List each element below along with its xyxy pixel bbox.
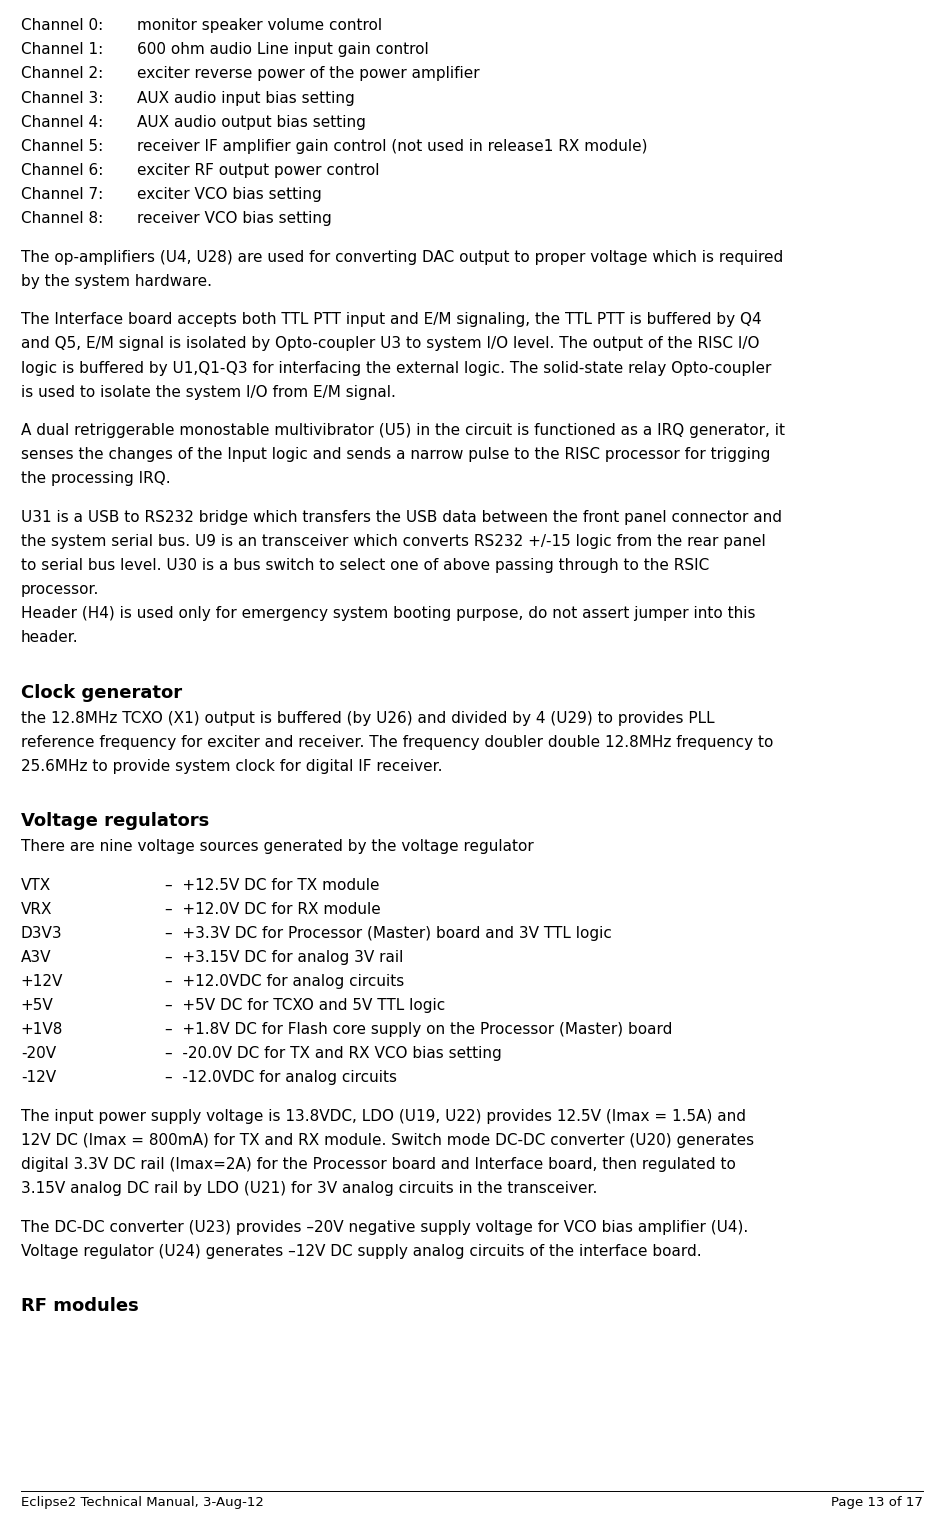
Text: reference frequency for exciter and receiver. The frequency doubler double 12.8M: reference frequency for exciter and rece… — [21, 735, 773, 750]
Text: A3V: A3V — [21, 950, 51, 965]
Text: exciter RF output power control: exciter RF output power control — [137, 163, 379, 178]
Text: 25.6MHz to provide system clock for digital IF receiver.: 25.6MHz to provide system clock for digi… — [21, 759, 443, 773]
Text: Channel 3:: Channel 3: — [21, 90, 103, 105]
Text: –  +12.0VDC for analog circuits: – +12.0VDC for analog circuits — [165, 974, 404, 990]
Text: The input power supply voltage is 13.8VDC, LDO (U19, U22) provides 12.5V (Imax =: The input power supply voltage is 13.8VD… — [21, 1109, 746, 1124]
Text: Voltage regulators: Voltage regulators — [21, 811, 209, 830]
Text: by the system hardware.: by the system hardware. — [21, 274, 211, 288]
Text: +1V8: +1V8 — [21, 1022, 63, 1037]
Text: Clock generator: Clock generator — [21, 683, 182, 702]
Text: receiver IF amplifier gain control (not used in release1 RX module): receiver IF amplifier gain control (not … — [137, 139, 648, 154]
Text: D3V3: D3V3 — [21, 926, 62, 941]
Text: Channel 5:: Channel 5: — [21, 139, 103, 154]
Text: -12V: -12V — [21, 1071, 56, 1086]
Text: senses the changes of the Input logic and sends a narrow pulse to the RISC proce: senses the changes of the Input logic an… — [21, 447, 770, 462]
Text: The Interface board accepts both TTL PTT input and E/M signaling, the TTL PTT is: The Interface board accepts both TTL PTT… — [21, 313, 762, 328]
Text: The DC-DC converter (U23) provides –20V negative supply voltage for VCO bias amp: The DC-DC converter (U23) provides –20V … — [21, 1220, 748, 1235]
Text: U31 is a USB to RS232 bridge which transfers the USB data between the front pane: U31 is a USB to RS232 bridge which trans… — [21, 509, 782, 525]
Text: Page 13 of 17: Page 13 of 17 — [832, 1496, 923, 1510]
Text: receiver VCO bias setting: receiver VCO bias setting — [137, 210, 331, 226]
Text: –  +3.15V DC for analog 3V rail: – +3.15V DC for analog 3V rail — [165, 950, 404, 965]
Text: There are nine voltage sources generated by the voltage regulator: There are nine voltage sources generated… — [21, 839, 533, 854]
Text: –  +1.8V DC for Flash core supply on the Processor (Master) board: – +1.8V DC for Flash core supply on the … — [165, 1022, 672, 1037]
Text: exciter reverse power of the power amplifier: exciter reverse power of the power ampli… — [137, 67, 480, 81]
Text: Channel 2:: Channel 2: — [21, 67, 103, 81]
Text: VRX: VRX — [21, 901, 52, 917]
Text: –  +3.3V DC for Processor (Master) board and 3V TTL logic: – +3.3V DC for Processor (Master) board … — [165, 926, 612, 941]
Text: logic is buffered by U1,Q1-Q3 for interfacing the external logic. The solid-stat: logic is buffered by U1,Q1-Q3 for interf… — [21, 360, 771, 375]
Text: Header (H4) is used only for emergency system booting purpose, do not assert jum: Header (H4) is used only for emergency s… — [21, 607, 755, 621]
Text: digital 3.3V DC rail (Imax=2A) for the Processor board and Interface board, then: digital 3.3V DC rail (Imax=2A) for the P… — [21, 1157, 735, 1173]
Text: Channel 8:: Channel 8: — [21, 210, 103, 226]
Text: to serial bus level. U30 is a bus switch to select one of above passing through : to serial bus level. U30 is a bus switch… — [21, 558, 709, 573]
Text: Eclipse2 Technical Manual, 3-Aug-12: Eclipse2 Technical Manual, 3-Aug-12 — [21, 1496, 263, 1510]
Text: Channel 0:: Channel 0: — [21, 18, 103, 34]
Text: +5V: +5V — [21, 999, 54, 1013]
Text: Channel 1:: Channel 1: — [21, 43, 103, 58]
Text: header.: header. — [21, 630, 78, 645]
Text: RF modules: RF modules — [21, 1298, 139, 1315]
Text: AUX audio output bias setting: AUX audio output bias setting — [137, 114, 365, 130]
Text: Voltage regulator (U24) generates –12V DC supply analog circuits of the interfac: Voltage regulator (U24) generates –12V D… — [21, 1244, 701, 1260]
Text: –  +12.0V DC for RX module: – +12.0V DC for RX module — [165, 901, 381, 917]
Text: A dual retriggerable monostable multivibrator (U5) in the circuit is functioned : A dual retriggerable monostable multivib… — [21, 424, 784, 438]
Text: –  +5V DC for TCXO and 5V TTL logic: – +5V DC for TCXO and 5V TTL logic — [165, 999, 446, 1013]
Text: AUX audio input bias setting: AUX audio input bias setting — [137, 90, 355, 105]
Text: processor.: processor. — [21, 583, 99, 598]
Text: is used to isolate the system I/O from E/M signal.: is used to isolate the system I/O from E… — [21, 384, 396, 400]
Text: monitor speaker volume control: monitor speaker volume control — [137, 18, 382, 34]
Text: and Q5, E/M signal is isolated by Opto-coupler U3 to system I/O level. The outpu: and Q5, E/M signal is isolated by Opto-c… — [21, 337, 759, 351]
Text: -20V: -20V — [21, 1046, 56, 1061]
Text: Channel 6:: Channel 6: — [21, 163, 103, 178]
Text: VTX: VTX — [21, 878, 51, 892]
Text: 12V DC (Imax = 800mA) for TX and RX module. Switch mode DC-DC converter (U20) ge: 12V DC (Imax = 800mA) for TX and RX modu… — [21, 1133, 754, 1148]
Text: the 12.8MHz TCXO (X1) output is buffered (by U26) and divided by 4 (U29) to prov: the 12.8MHz TCXO (X1) output is buffered… — [21, 711, 715, 726]
Text: –  +12.5V DC for TX module: – +12.5V DC for TX module — [165, 878, 379, 892]
Text: The op-amplifiers (U4, U28) are used for converting DAC output to proper voltage: The op-amplifiers (U4, U28) are used for… — [21, 250, 783, 265]
Text: –  -12.0VDC for analog circuits: – -12.0VDC for analog circuits — [165, 1071, 397, 1086]
Text: –  -20.0V DC for TX and RX VCO bias setting: – -20.0V DC for TX and RX VCO bias setti… — [165, 1046, 502, 1061]
Text: the processing IRQ.: the processing IRQ. — [21, 471, 171, 486]
Text: Channel 4:: Channel 4: — [21, 114, 103, 130]
Text: +12V: +12V — [21, 974, 63, 990]
Text: Channel 7:: Channel 7: — [21, 188, 103, 201]
Text: exciter VCO bias setting: exciter VCO bias setting — [137, 188, 322, 201]
Text: 600 ohm audio Line input gain control: 600 ohm audio Line input gain control — [137, 43, 429, 58]
Text: the system serial bus. U9 is an transceiver which converts RS232 +/-15 logic fro: the system serial bus. U9 is an transcei… — [21, 534, 766, 549]
Text: 3.15V analog DC rail by LDO (U21) for 3V analog circuits in the transceiver.: 3.15V analog DC rail by LDO (U21) for 3V… — [21, 1182, 598, 1196]
